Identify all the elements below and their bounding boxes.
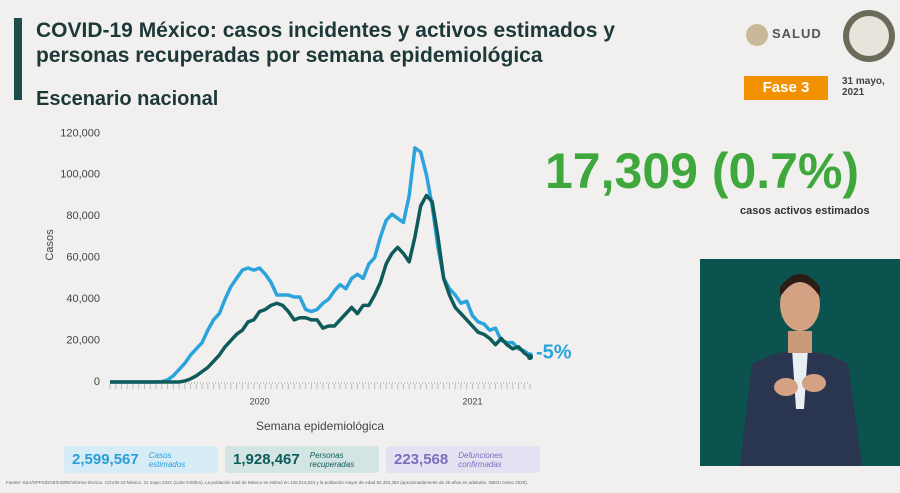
- stat-box: 2,599,567 Casos estimados: [64, 446, 218, 473]
- active-cases: 17,309 (0.7%): [545, 143, 860, 199]
- footnote: Fuente: SSA/SPPS/DGE/InDRE/Informe técni…: [6, 480, 529, 485]
- stat-box: 1,928,467 Personas recuperadas: [225, 446, 379, 473]
- subtitle: Escenario nacional: [36, 88, 219, 110]
- end-point: [527, 354, 533, 361]
- title: COVID-19 México: casos incidentes y acti…: [36, 19, 615, 67]
- stat-box: 223,568 Defunciones confirmadas: [386, 446, 540, 473]
- y-axis-label: Casos: [44, 229, 56, 261]
- x-axis-label: Semana epidemiológica: [256, 419, 384, 433]
- x-tick-label: 2021: [462, 396, 482, 406]
- series-line: [110, 146, 532, 384]
- y-tick-label: 40,000: [66, 293, 100, 305]
- y-tick-label: 0: [94, 376, 100, 388]
- y-tick-label: 120,000: [60, 127, 100, 139]
- y-tick-label: 80,000: [66, 210, 100, 222]
- series-line: [110, 193, 532, 384]
- y-tick-label: 60,000: [66, 252, 100, 264]
- stat-label: Personas recuperadas: [309, 450, 355, 469]
- logo: [746, 24, 768, 46]
- emblem: [843, 10, 895, 62]
- ministry: SALUD: [772, 26, 822, 41]
- stat-value: 2,599,567: [72, 451, 139, 468]
- date: 31 mayo, 2021: [842, 76, 885, 98]
- annotation: -5%: [536, 341, 572, 363]
- x-tick-label: 2020: [250, 396, 270, 406]
- stat-label: Casos estimados: [148, 450, 186, 469]
- stat-label: Defunciones confirmadas: [458, 450, 503, 469]
- y-tick-label: 20,000: [66, 334, 100, 346]
- chart: Casos Semana epidemiológica 0 20,000 40,00…: [44, 127, 572, 433]
- accent-bar: [14, 18, 22, 100]
- stat-value: 223,568: [394, 451, 449, 468]
- stat-value: 1,928,467: [233, 451, 300, 468]
- active-caption: casos activos estimados: [740, 205, 870, 217]
- phase-badge: Fase 3: [744, 76, 828, 100]
- interpreter-video: [700, 259, 900, 466]
- y-tick-label: 100,000: [60, 169, 100, 181]
